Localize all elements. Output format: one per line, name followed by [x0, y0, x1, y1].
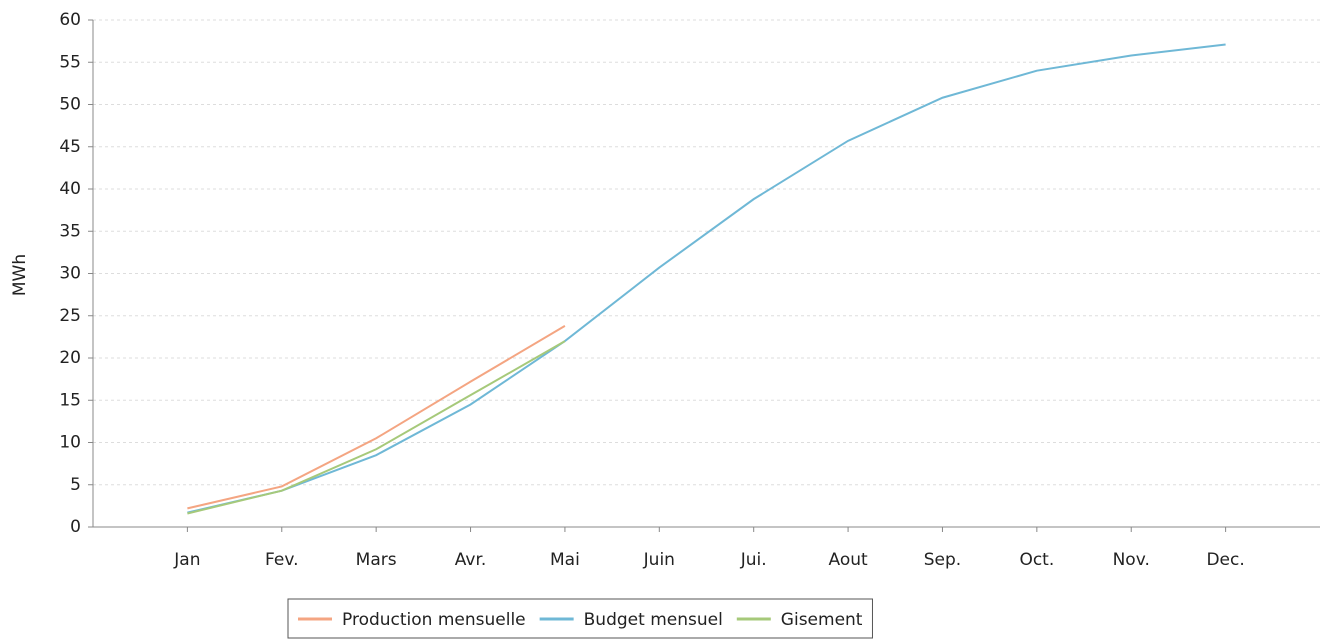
x-tick-label: Fev.: [265, 550, 298, 570]
x-tick-label: Aout: [828, 550, 868, 570]
y-tick-label: 30: [59, 264, 81, 284]
y-tick-label: 35: [59, 221, 81, 241]
y-tick-label: 25: [59, 306, 81, 326]
legend-label: Production mensuelle: [342, 610, 526, 630]
x-tick-label: Nov.: [1113, 550, 1150, 570]
y-tick-label: 45: [59, 137, 81, 157]
x-tick-label: Mars: [356, 550, 397, 570]
y-tick-label: 50: [59, 95, 81, 115]
line: [187, 43, 1226, 514]
x-tick-label: Sep.: [924, 550, 961, 570]
x-tick-label: Jan: [173, 550, 200, 570]
x-tick-label: Avr.: [455, 550, 487, 570]
x-tick-label: Juin: [643, 550, 675, 570]
y-tick-label: 15: [59, 390, 81, 410]
x-tick-label: Dec.: [1206, 550, 1244, 570]
y-tick-label: 0: [70, 517, 81, 537]
y-tick-label: 10: [59, 433, 81, 453]
x-tick-label: Jui.: [740, 550, 767, 570]
y-axis-label: MWh: [10, 254, 30, 296]
x-tick-label: Mai: [550, 550, 580, 570]
line: [187, 325, 566, 510]
y-tick-label: 40: [59, 179, 81, 199]
line: [187, 340, 566, 515]
x-tick-label: Oct.: [1019, 550, 1054, 570]
legend-label: Gisement: [781, 610, 863, 630]
y-tick-label: 5: [70, 475, 81, 495]
y-tick-label: 20: [59, 348, 81, 368]
legend-label: Budget mensuel: [584, 610, 723, 630]
y-tick-label: 60: [59, 10, 81, 30]
y-tick-label: 55: [59, 52, 81, 72]
legend: [287, 598, 873, 639]
